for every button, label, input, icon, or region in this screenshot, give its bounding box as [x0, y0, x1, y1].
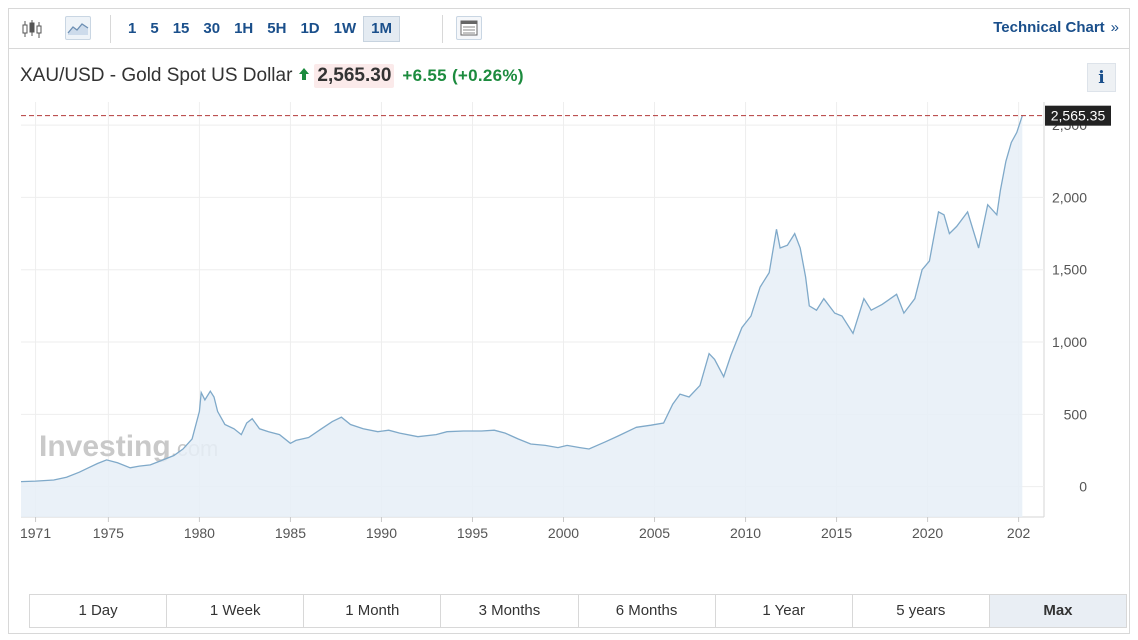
x-tick-label: 1980 [184, 525, 215, 541]
layout-icon[interactable] [456, 16, 482, 40]
x-tick-label: 2010 [730, 525, 761, 541]
x-tick-label: 202 [1007, 525, 1031, 541]
interval-1h[interactable]: 1H [234, 20, 254, 37]
price-chart[interactable]: 1971 1975 1980 1985 1990 1995 2000 2005 2010 2015… [9, 9, 1131, 635]
x-tick-label: 2005 [639, 525, 670, 541]
interval-5h[interactable]: 5H [267, 20, 287, 37]
y-tick-label: 1,500 [1052, 262, 1087, 278]
technical-chart-label: Technical Chart [993, 19, 1105, 36]
instrument-title: XAU/USD - Gold Spot US Dollar [20, 65, 293, 86]
interval-selector: 1 5 15 30 1H 5H 1D 1W 1M [121, 16, 400, 42]
toolbar-divider [110, 15, 111, 43]
chart-toolbar: 1 5 15 30 1H 5H 1D 1W 1M Technical Chart » [9, 9, 1129, 49]
range-5-years[interactable]: 5 years [853, 595, 990, 627]
chevron-right-icon: » [1110, 19, 1119, 36]
last-price-label: 2,565.35 [1051, 108, 1106, 124]
instrument-header: XAU/USD - Gold Spot US Dollar 2,565.30 +… [20, 62, 524, 90]
range-1-day[interactable]: 1 Day [30, 595, 168, 627]
range-max[interactable]: Max [989, 595, 1126, 627]
x-tick-label: 2020 [912, 525, 943, 541]
last-price: 2,565.30 [314, 64, 395, 88]
y-tick-label: 500 [1064, 406, 1088, 422]
x-tick-label: 2015 [821, 525, 852, 541]
price-line [20, 115, 1023, 483]
chart-widget: 1 5 15 30 1H 5H 1D 1W 1M Technical Chart » XAU/US… [8, 8, 1130, 634]
candlestick-icon[interactable] [19, 17, 45, 41]
watermark-brand: Investing [39, 430, 171, 463]
toolbar-divider [442, 15, 443, 43]
time-range-selector: 1 Day 1 Week 1 Month 3 Months 6 Months 1 Year… [29, 594, 1127, 628]
y-tick-label: 2,000 [1052, 189, 1087, 205]
interval-30[interactable]: 30 [203, 20, 221, 37]
interval-15[interactable]: 15 [172, 20, 190, 37]
arrow-up-icon [298, 67, 310, 86]
change-value: +6.55 [402, 66, 447, 85]
interval-1[interactable]: 1 [128, 20, 137, 37]
area-chart-icon[interactable] [65, 16, 91, 40]
interval-5[interactable]: 5 [150, 20, 159, 37]
x-tick-label: 1990 [366, 525, 397, 541]
y-tick-label: 1,000 [1052, 334, 1087, 350]
x-tick-label: 2000 [548, 525, 579, 541]
price-area [21, 115, 1023, 517]
interval-1d[interactable]: 1D [300, 20, 320, 37]
range-1-week[interactable]: 1 Week [167, 595, 305, 627]
y-tick-label: 0 [1079, 479, 1087, 495]
last-price-badge [1045, 105, 1111, 126]
change-percent: (+0.26%) [451, 66, 524, 85]
x-tick-label: 1995 [457, 525, 488, 541]
interval-1w[interactable]: 1W [333, 20, 357, 37]
technical-chart-link[interactable]: Technical Chart » [993, 19, 1119, 36]
price-change: +6.55 (+0.26%) [402, 66, 523, 86]
range-1-year[interactable]: 1 Year [716, 595, 853, 627]
info-button[interactable]: i [1087, 63, 1116, 92]
interval-1m[interactable]: 1M [363, 16, 400, 42]
x-tick-label: 1971 [20, 525, 51, 541]
range-1-month[interactable]: 1 Month [304, 595, 442, 627]
x-tick-label: 1985 [275, 525, 306, 541]
range-3-months[interactable]: 3 Months [441, 595, 579, 627]
range-6-months[interactable]: 6 Months [579, 595, 716, 627]
x-tick-label: 1975 [93, 525, 124, 541]
